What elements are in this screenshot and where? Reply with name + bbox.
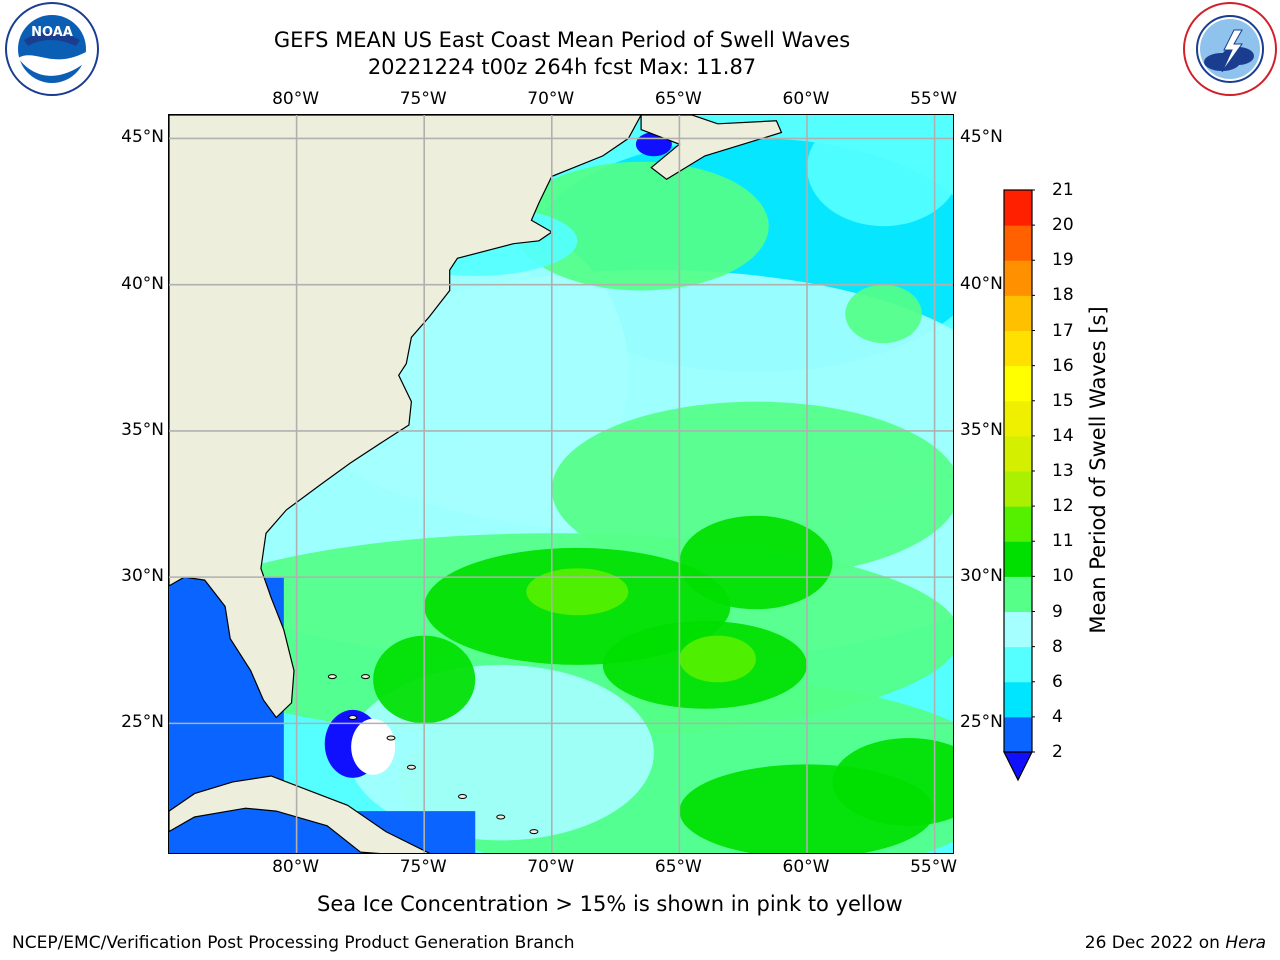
lon-label-top: 70°W xyxy=(527,89,575,109)
colorbar-tick-label: 2 xyxy=(1052,742,1063,762)
colorbar-under-arrow xyxy=(1003,751,1033,782)
map-canvas xyxy=(169,115,953,853)
colorbar-segment xyxy=(1004,611,1032,648)
colorbar-segment xyxy=(1004,365,1032,402)
colorbar-segment xyxy=(1004,190,1032,226)
nova-scotia-land xyxy=(640,115,783,181)
island xyxy=(529,829,539,835)
swell-zone xyxy=(845,284,922,344)
colorbar-tick-label: 11 xyxy=(1052,531,1074,552)
footer-host: Hera xyxy=(1225,933,1266,953)
colorbar-tick-label: 20 xyxy=(1052,215,1074,236)
nws-logo xyxy=(1183,2,1277,96)
cuba-land xyxy=(169,775,431,853)
lon-label-bottom: 70°W xyxy=(527,857,575,877)
lon-label-top: 75°W xyxy=(399,89,447,109)
lat-label-left: 45°N xyxy=(121,127,164,148)
colorbar-tick-label: 12 xyxy=(1052,496,1074,517)
colorbar-segment xyxy=(1004,506,1032,542)
lat-label-left: 25°N xyxy=(121,712,164,733)
lat-label-left: 35°N xyxy=(121,419,164,440)
swell-zone xyxy=(513,161,769,291)
swell-zone xyxy=(807,115,953,227)
lon-label-top: 65°W xyxy=(654,89,702,109)
colorbar-segment xyxy=(1004,295,1032,332)
colorbar-segment xyxy=(1004,541,1032,577)
lat-label-left: 30°N xyxy=(121,566,164,587)
colorbar-tick-label: 15 xyxy=(1052,390,1074,411)
colorbar-segment xyxy=(1004,681,1032,718)
colorbar-tick-label: 21 xyxy=(1052,180,1074,200)
lat-label-right: 45°N xyxy=(960,127,1003,148)
graticule xyxy=(169,115,953,853)
colorbar-tick-label: 9 xyxy=(1052,601,1063,622)
footer-date-text: 26 Dec 2022 on xyxy=(1084,933,1226,953)
footer-date: 26 Dec 2022 on Hera xyxy=(1085,932,1266,954)
bahamas-banks-no-data xyxy=(351,718,396,775)
noaa-logo: NOAA xyxy=(5,2,99,96)
lon-label-bottom: 65°W xyxy=(654,857,702,877)
island xyxy=(327,674,337,680)
colorbar-tick-label: 6 xyxy=(1052,671,1063,692)
swell-zone xyxy=(551,401,953,578)
map-panel xyxy=(168,114,954,854)
swell-zone xyxy=(526,568,629,616)
lon-label-top: 80°W xyxy=(272,89,320,109)
us-coastline xyxy=(169,115,642,719)
colorbar-segment xyxy=(1004,400,1032,437)
island xyxy=(386,735,396,741)
lat-label-right: 40°N xyxy=(960,273,1003,294)
colorbar-title: Mean Period of Swell Waves [s] xyxy=(1086,306,1110,634)
island xyxy=(406,764,416,770)
chart-title: GEFS MEAN US East Coast Mean Period of S… xyxy=(273,28,851,52)
lat-label-right: 30°N xyxy=(960,566,1003,587)
lat-label-right: 35°N xyxy=(960,419,1003,440)
colorbar-segment xyxy=(1004,330,1032,367)
chart-subtitle: 20221224 t00z 264h fcst Max: 11.87 xyxy=(367,55,757,79)
swell-zone xyxy=(679,515,833,610)
footer-credit: NCEP/EMC/Verification Post Processing Pr… xyxy=(12,933,575,953)
colorbar-segment xyxy=(1004,716,1032,753)
lon-label-top: 55°W xyxy=(910,89,958,109)
colorbar-segment xyxy=(1004,260,1032,296)
island xyxy=(496,814,506,820)
colorbar-tick-label: 13 xyxy=(1052,461,1074,481)
lat-label-left: 40°N xyxy=(121,273,164,294)
colorbar-segment xyxy=(1004,225,1032,261)
colorbar-segment xyxy=(1004,471,1032,507)
colorbar-segment xyxy=(1004,646,1032,683)
colorbar-tick-label: 19 xyxy=(1052,250,1074,271)
island xyxy=(457,794,467,800)
colorbar xyxy=(1003,189,1035,782)
colorbar-tick-label: 4 xyxy=(1052,706,1063,727)
colorbar-tick-label: 8 xyxy=(1052,636,1063,657)
colorbar-tick-label: 10 xyxy=(1052,566,1074,587)
colorbar-segment xyxy=(1004,435,1032,472)
swell-zone xyxy=(679,635,756,683)
sea-ice-note: Sea Ice Concentration > 15% is shown in … xyxy=(317,892,903,916)
lon-label-bottom: 75°W xyxy=(399,857,447,877)
lon-label-bottom: 60°W xyxy=(782,857,830,877)
lon-label-top: 60°W xyxy=(782,89,830,109)
noaa-logo-text: NOAA xyxy=(31,25,73,40)
island xyxy=(348,715,358,721)
lon-label-bottom: 55°W xyxy=(910,857,958,877)
island xyxy=(361,674,370,680)
colorbar-tick-label: 17 xyxy=(1052,320,1074,341)
colorbar-tick-label: 16 xyxy=(1052,355,1074,376)
colorbar-tick-label: 14 xyxy=(1052,425,1074,446)
swell-zone xyxy=(832,738,953,826)
colorbar-tick-label: 18 xyxy=(1052,285,1074,306)
lon-label-bottom: 80°W xyxy=(272,857,320,877)
lat-label-right: 25°N xyxy=(960,712,1003,733)
colorbar-segment xyxy=(1004,576,1032,613)
